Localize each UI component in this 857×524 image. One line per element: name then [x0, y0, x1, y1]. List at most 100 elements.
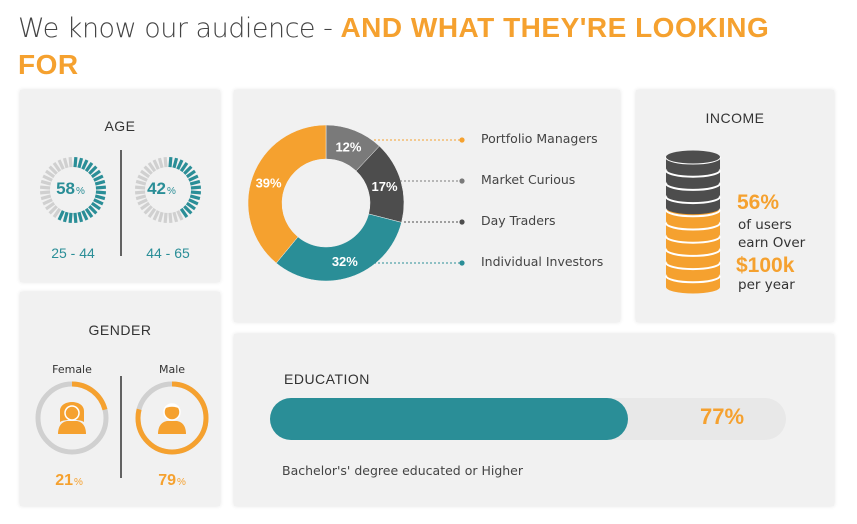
age-gauge-tick [163, 212, 168, 224]
age-gauge-tick [185, 201, 196, 211]
female-user-icon [58, 402, 86, 434]
legend-label: Day Traders [481, 213, 556, 228]
coin-edge [666, 174, 720, 188]
age-gauge-tick [179, 207, 189, 218]
age-gauge-tick [172, 157, 179, 169]
age-gauge-tick [179, 162, 189, 173]
gender-label-1: Male [159, 363, 185, 376]
income-heading: INCOME [705, 110, 765, 126]
age-gauge-tick [52, 207, 62, 218]
age-gauge-tick [81, 210, 89, 221]
coin-edge [666, 254, 720, 268]
gender-heading: GENDER [88, 322, 152, 338]
age-gauges: 58 % 42 % 25 - 44 44 - 65 [39, 150, 202, 261]
gender-gauge-male [135, 381, 209, 455]
age-gauge-tick [57, 210, 65, 221]
male-user-icon [158, 403, 186, 434]
donut-slice [275, 213, 402, 282]
coin-rim [665, 196, 721, 205]
coin-rim [665, 222, 721, 231]
title-light: We know our audience - [18, 13, 341, 44]
audience-segments-card: 12% 17% 32% 39% Portfolio Managers Market Cu… [234, 90, 620, 322]
coin-rim [665, 262, 721, 271]
age-gauge-tick [168, 212, 173, 224]
age-gauge-tick [39, 185, 51, 190]
age-gauge-tick [95, 190, 107, 195]
age-gauge-tick [143, 205, 153, 215]
age-gauge-tick [42, 198, 53, 206]
education-caption: Bachelor's' degree educated or Higher [282, 463, 524, 478]
age-gauge-tick [135, 194, 147, 201]
age-gauge-tick [68, 156, 73, 168]
age-gauge-tick [40, 194, 52, 201]
donut-slice-label: 12% [335, 139, 361, 154]
age-gauge-tick [73, 156, 78, 168]
gender-unit-0: % [74, 477, 83, 488]
age-gauge-tick [140, 169, 151, 179]
age-value-0: 58 [56, 179, 75, 198]
age-gauge-tick [134, 190, 146, 195]
gender-gauges: Female Male 21 % 79 % [35, 363, 209, 489]
donut-slice [247, 124, 327, 264]
donut-slice-label: 17% [372, 179, 398, 194]
coin-edge [666, 201, 720, 215]
gender-gauge-fill [135, 381, 209, 455]
legend-label: Market Curious [481, 172, 576, 187]
legend-dot [459, 219, 465, 225]
age-gauge-tick [93, 174, 104, 182]
age-gauge-tick [137, 174, 148, 182]
age-gauge-tick [183, 205, 193, 215]
coin-rim [665, 209, 721, 218]
page-title: We know our audience - AND WHAT THEY'RE … [18, 10, 838, 83]
education-bar-fill [270, 398, 628, 440]
age-gauge-tick [143, 165, 153, 175]
coin-rim [665, 249, 721, 257]
age-value-1: 42 [147, 179, 166, 198]
age-gauge-tick [81, 159, 89, 170]
legend-label: Portfolio Managers [481, 131, 598, 146]
age-gauge-tick [157, 157, 164, 169]
income-line-3: per year [738, 277, 795, 293]
donut-slice-label: 32% [332, 254, 358, 269]
age-gauge-tick [39, 190, 51, 195]
education-heading: EDUCATION [284, 371, 370, 387]
age-gauge-tick [189, 194, 201, 201]
donut-slice-label: 39% [256, 175, 282, 190]
legend-dot [459, 178, 465, 184]
age-gauge-tick [84, 207, 94, 218]
age-gauge-tick [157, 211, 164, 223]
age-unit-1: % [167, 186, 176, 197]
age-gauge-tick [95, 185, 107, 190]
age-gauge-tick [88, 165, 98, 175]
income-line-2: earn Over [738, 235, 806, 251]
age-gauge-tick [57, 159, 65, 170]
age-gauge-tick [48, 165, 58, 175]
age-gauge-tick [84, 162, 94, 173]
age-gauge-tick [52, 162, 62, 173]
income-amount: $100k [736, 254, 795, 277]
coin-top [666, 150, 720, 164]
coin-edge [666, 267, 720, 281]
age-gauge-tick [183, 165, 193, 175]
age-card: AGE 58 % 42 % 25 - 44 44 - 65 [20, 90, 220, 282]
age-gauge-tick [176, 210, 184, 221]
age-gauge-tick [140, 201, 151, 211]
coin-edge [666, 214, 720, 228]
age-gauge-tick [48, 205, 58, 215]
age-gauge-tick [190, 190, 202, 195]
coin-rim [665, 235, 721, 244]
income-percent: 56% [737, 191, 780, 214]
age-gauge-tick [172, 211, 179, 223]
age-gauge-tick [40, 179, 52, 186]
age-gauge-tick [88, 205, 98, 215]
age-gauge-tick [68, 212, 73, 224]
gender-unit-1: % [177, 477, 186, 488]
age-gauge-tick [176, 159, 184, 170]
coin-edge [666, 280, 720, 294]
coin-rim [665, 183, 721, 191]
gender-value-1: 79 [158, 472, 176, 489]
coin-edge [666, 188, 720, 202]
age-heading: AGE [104, 118, 136, 134]
age-gauge-tick [45, 201, 56, 211]
age-gauge-tick [93, 198, 104, 206]
